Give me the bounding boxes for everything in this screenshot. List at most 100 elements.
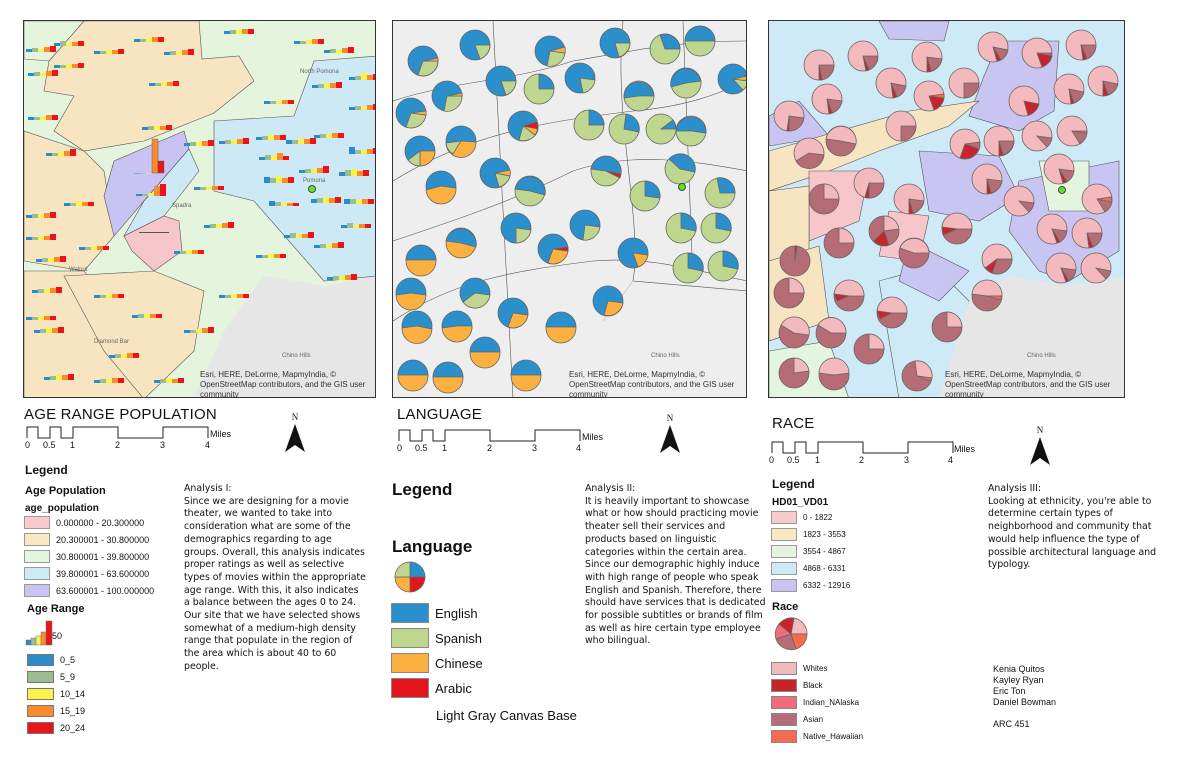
panel-title-language: LANGUAGE	[397, 406, 482, 423]
author-name: Eric Ton	[993, 686, 1026, 696]
class-swatch	[771, 679, 797, 692]
scale-tick: 3	[532, 443, 538, 453]
class-swatch	[24, 533, 50, 546]
scale-bar	[398, 429, 581, 442]
legend-class: Chinese	[391, 653, 483, 673]
place-label: Pomona	[303, 178, 326, 184]
scale-tick: 0.5	[43, 440, 56, 450]
race-map[interactable]: Chino Hills Esri, HERE, DeLorme, MapmyIn…	[768, 20, 1125, 398]
language-map-graphic	[393, 21, 746, 397]
place-label: Chino Hills	[282, 353, 311, 359]
course-code: ARC 451	[993, 719, 1030, 729]
north-label: N	[291, 412, 299, 422]
class-label: Native_Hawaiian	[803, 732, 864, 741]
age-map[interactable]: North Pomona Pomona Spadra Walnut Diamon…	[23, 20, 376, 398]
panel-title-age: AGE RANGE POPULATION	[24, 406, 217, 423]
scale-tick: 1	[70, 440, 76, 450]
author-list: Kenia Quitos Kayley Ryan Eric Ton Daniel…	[993, 664, 1056, 730]
class-swatch	[771, 730, 797, 743]
legend-class: 0.000000 - 20.300000	[24, 516, 144, 529]
legend-pie-class: Black	[771, 679, 823, 692]
analysis-text: Since we are designing for a movie theat…	[184, 495, 366, 672]
class-swatch	[24, 550, 50, 563]
scale-tick: 3	[904, 455, 910, 465]
language-map[interactable]: Chino Hills Esri, HERE, DeLorme, MapmyIn…	[392, 20, 747, 398]
author-name: Kenia Quitos	[993, 664, 1045, 674]
class-swatch	[391, 603, 429, 623]
bar-scale-value: 50	[52, 631, 63, 641]
legend-heading: Legend	[772, 477, 815, 491]
legend-field: age_population	[25, 503, 99, 514]
scale-tick: 1	[815, 455, 821, 465]
analysis-race: Analysis III: Looking at ethnicity, you'…	[988, 483, 1166, 572]
class-swatch	[24, 516, 50, 529]
class-swatch	[27, 722, 54, 734]
legend-pie-class: Native_Hawaiian	[771, 730, 863, 743]
class-label: Arabic	[435, 680, 472, 696]
north-label: N	[666, 413, 674, 423]
place-label: North Pomona	[300, 69, 339, 75]
legend-class: Spanish	[391, 628, 482, 648]
site-marker	[1058, 186, 1066, 194]
scale-unit: Miles	[582, 432, 604, 442]
legend-bar-class: 20_24	[27, 722, 85, 734]
scale-tick: 0	[769, 455, 775, 465]
analysis-heading: Analysis I:	[184, 483, 232, 494]
scale-tick: 4	[205, 440, 211, 450]
class-swatch	[27, 671, 54, 683]
age-bar-symbols	[26, 29, 375, 383]
class-swatch	[771, 713, 797, 726]
legend-layer-title: Age Population	[25, 485, 106, 497]
class-label: 63.600001 - 100.000000	[56, 585, 155, 596]
class-swatch	[24, 584, 50, 597]
class-label: 20.300001 - 30.800000	[56, 534, 150, 545]
legend-class: 30.800001 - 39.800000	[24, 550, 149, 563]
class-swatch	[391, 628, 429, 648]
class-label: Whites	[803, 664, 828, 673]
legend-pie-class: Asian	[771, 713, 823, 726]
class-swatch	[391, 678, 429, 698]
class-label: Indian_NAlaska	[803, 698, 860, 707]
legend-class: 1823 - 3553	[771, 528, 846, 541]
legend-class: 3554 - 4867	[771, 545, 846, 558]
scale-tick: 4	[576, 443, 582, 453]
race-pie-legend-icon	[774, 617, 808, 651]
map-attribution: Esri, HERE, DeLorme, MapmyIndia, © OpenS…	[945, 370, 1111, 398]
map-attribution: Esri, HERE, DeLorme, MapmyIndia, © OpenS…	[569, 370, 735, 398]
place-label: Diamond Bar	[94, 339, 130, 345]
scale-unit: Miles	[954, 444, 976, 454]
legend-heading: Legend	[392, 480, 453, 499]
place-label: Spadra	[172, 203, 192, 209]
author-name: Kayley Ryan	[993, 675, 1044, 685]
legend-class: 0 - 1822	[771, 511, 832, 524]
class-swatch	[771, 545, 797, 558]
scale-tick: 4	[948, 455, 954, 465]
class-label: English	[435, 605, 478, 621]
author-name: Daniel Bowman	[993, 697, 1057, 707]
scale-bar	[26, 426, 209, 439]
class-label: 5_9	[60, 672, 76, 682]
north-arrow-icon	[285, 424, 305, 452]
scale-tick: 0.5	[787, 455, 800, 465]
north-arrow-icon	[660, 425, 680, 453]
class-label: Black	[803, 681, 823, 690]
scale-tick: 2	[487, 443, 493, 453]
analysis-age: Analysis I: Since we are designing for a…	[184, 483, 366, 674]
class-label: Asian	[803, 715, 824, 724]
legend-pie-title: Race	[772, 601, 799, 613]
class-swatch	[391, 653, 429, 673]
scale-tick: 0	[397, 443, 403, 453]
legend-class: 4868 - 6331	[771, 562, 846, 575]
legend-heading: Legend	[25, 463, 68, 477]
class-label: Chinese	[435, 655, 483, 671]
class-swatch	[27, 688, 54, 700]
legend-class: 6332 - 12916	[771, 579, 850, 592]
language-pie-legend-icon	[394, 561, 426, 593]
north-arrow-icon	[1030, 437, 1050, 465]
class-label: 0 - 1822	[803, 513, 833, 522]
bar-chart-legend-icon	[25, 620, 53, 646]
scale-bar	[771, 441, 954, 454]
legend-bar-class: 15_19	[27, 705, 85, 717]
scale-tick: 2	[859, 455, 865, 465]
language-pie-symbols	[395, 25, 746, 394]
